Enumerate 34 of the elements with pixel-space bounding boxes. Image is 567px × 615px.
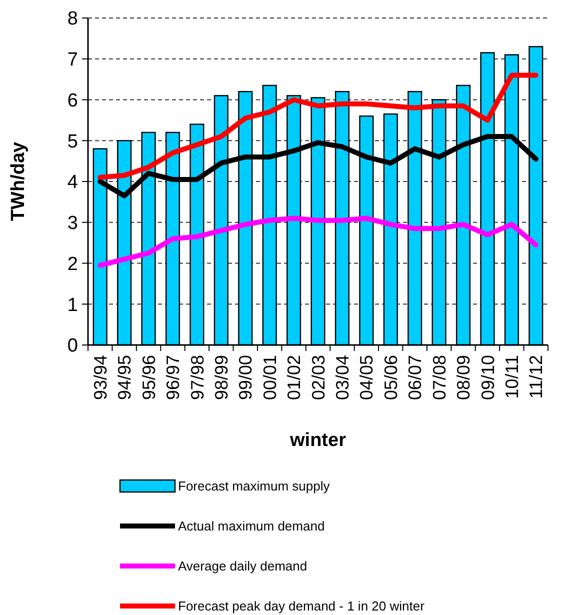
y-tick-label: 2: [67, 254, 78, 275]
x-tick-label: 95/96: [138, 355, 159, 400]
y-tick-label: 6: [67, 90, 78, 112]
legend-label: Average daily demand: [178, 558, 308, 574]
x-tick-label: 97/98: [187, 355, 208, 400]
x-tick-label: 11/12: [526, 355, 546, 399]
x-tick-label: 06/07: [405, 355, 426, 400]
legend-label: Forecast maximum supply: [178, 478, 330, 494]
x-tick-label: 93/94: [90, 355, 110, 400]
x-tick-label: 04/05: [356, 355, 377, 400]
x-tick-label: 01/02: [284, 355, 304, 400]
x-tick-label: 10/11: [502, 355, 522, 399]
x-tick-label: 99/00: [236, 355, 256, 400]
y-tick-label: 5: [67, 131, 78, 152]
x-tick-label: 94/95: [114, 355, 135, 400]
y-tick-label: 3: [67, 213, 78, 234]
x-tick-label: 96/97: [163, 355, 184, 400]
x-tick-label: 08/09: [454, 355, 474, 400]
legend-label: Forecast peak day demand - 1 in 20 winter: [178, 598, 426, 614]
y-tick-label: 1: [67, 294, 78, 316]
y-tick-label: 7: [67, 50, 78, 71]
x-tick-label: 98/99: [211, 355, 232, 400]
x-tick-label: 05/06: [380, 355, 401, 400]
legend-label: Actual maximum demand: [178, 518, 325, 534]
x-tick-label: 03/04: [332, 355, 353, 400]
x-tick-label: 00/01: [260, 355, 280, 400]
x-tick-label: 02/03: [308, 355, 328, 400]
y-tick-label: 4: [67, 172, 78, 194]
y-tick-label: 0: [67, 336, 78, 357]
y-axis-title: TWh/day: [8, 141, 29, 222]
x-axis-title: winter: [289, 430, 347, 451]
x-tick-label: 07/08: [429, 355, 450, 400]
y-tick-label: 8: [67, 8, 78, 30]
x-tick-label: 09/10: [478, 355, 498, 400]
